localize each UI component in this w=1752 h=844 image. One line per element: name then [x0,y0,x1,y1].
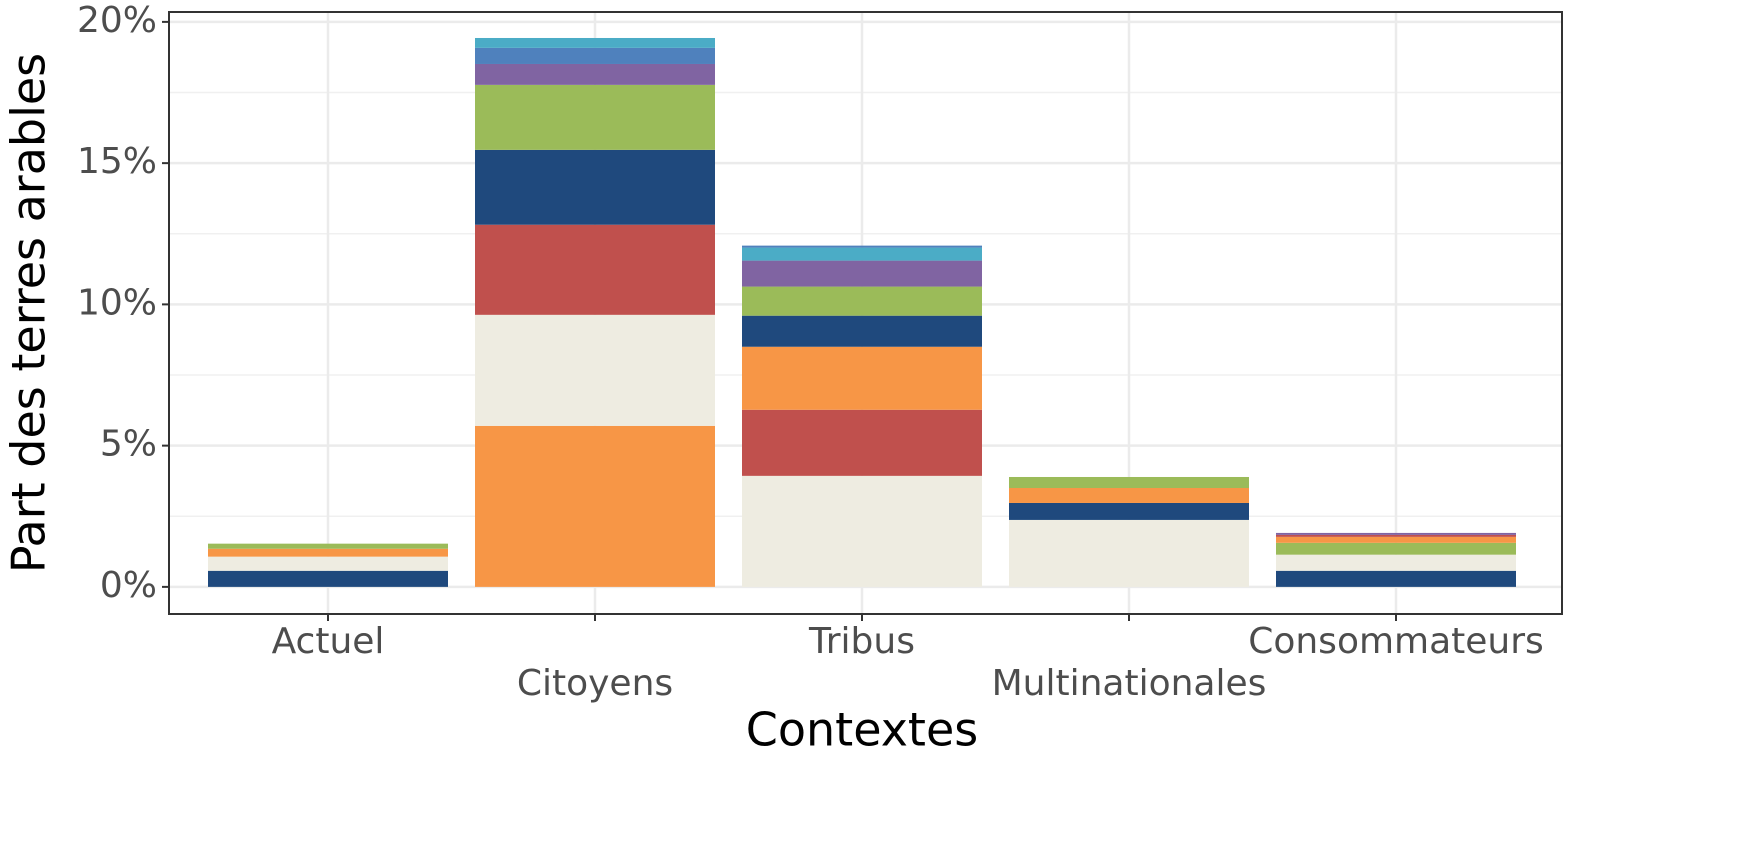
bar-segment [742,247,982,261]
bar-segment [1276,534,1516,537]
bar-segment [742,346,982,410]
bar-segment [1276,542,1516,555]
y-tick-label: 20% [77,0,157,41]
x-tick-label: Actuel [272,621,385,662]
bar-segment [1009,488,1249,503]
bar-segment [475,47,715,64]
bar-segment [208,570,448,587]
bar-segment [742,409,982,476]
bar-segment [1009,502,1249,520]
bar-segment [1276,532,1516,535]
bar-segment [742,286,982,316]
bar-segment [1276,554,1516,571]
bar-segment [475,37,715,48]
x-tick-label: Consommateurs [1248,621,1544,662]
bar-segment [208,548,448,557]
bar-segment [742,475,982,587]
y-tick-label: 15% [77,141,157,182]
bar-segment [742,260,982,287]
panel-border [168,11,1563,615]
y-tick-label: 5% [100,424,157,465]
bar-segment [475,84,715,150]
bar-segment [742,245,982,248]
x-axis-title: Contextes [746,703,978,757]
bar-segment [475,314,715,426]
bar-segment [208,543,448,549]
x-tick-label: Tribus [808,621,915,662]
y-tick-label: 0% [100,565,157,606]
y-axis-title: Part des terres arables [2,53,56,573]
bar-segment [475,149,715,225]
bar-segment [475,425,715,587]
x-tick-label: Citoyens [517,663,673,704]
bar-segment [1009,476,1249,489]
bar-segment [1276,536,1516,543]
bar-segment [1276,570,1516,587]
y-tick-label: 10% [77,282,157,323]
bar-segment [208,556,448,571]
bar-segment [475,63,715,85]
x-tick-label: Multinationales [992,663,1267,704]
bar-segment [742,315,982,347]
bar-segment [1009,519,1249,587]
bar-segment [475,224,715,315]
